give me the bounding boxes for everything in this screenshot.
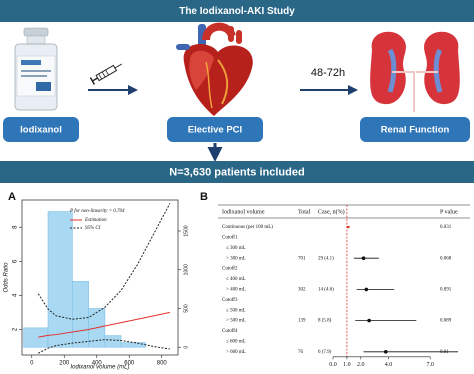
histogram-bar — [72, 281, 89, 348]
x-tick-label: 7.0 — [426, 362, 434, 368]
column-header: Total — [298, 209, 311, 215]
histogram-bar — [120, 342, 146, 348]
x-tick-label: 600 — [124, 361, 135, 367]
ci-upper-line — [37, 203, 171, 320]
histogram-bar — [23, 327, 49, 348]
column-header: Iodixanol volume — [222, 209, 265, 215]
table-cell: 0.01 — [440, 350, 449, 355]
column-header: P value — [440, 209, 458, 215]
header-title: The Iodixanol-AKI Study — [179, 6, 295, 17]
heart-icon — [176, 22, 253, 116]
plot-frame — [21, 199, 179, 356]
header-bar — [0, 0, 474, 22]
x-tick-label: 200 — [59, 361, 70, 367]
point-estimate — [346, 225, 350, 229]
x-tick-label: 2.0 — [357, 362, 365, 368]
table-cell: Cutoff3 — [222, 298, 238, 303]
table-cell: > 500 mL — [226, 319, 246, 324]
panel-label: B — [200, 191, 208, 203]
table-cell: 0.091 — [440, 288, 452, 293]
table-cell: 8 (5.8) — [318, 319, 332, 324]
step-box — [3, 117, 79, 142]
point-estimate — [361, 256, 366, 261]
legend-label: Estimation — [84, 218, 107, 223]
table-cell: Cutoff4 — [222, 329, 238, 334]
y-tick-label: 6 — [13, 259, 19, 263]
y-tick-label: 4 — [13, 293, 19, 297]
table-cell: ≤ 500 mL — [226, 308, 246, 313]
y2-tick-label: 1000 — [183, 264, 189, 275]
table-cell: 139 — [298, 319, 306, 324]
interval-label: 48-72h — [311, 67, 345, 79]
table-cell: 76 — [298, 350, 304, 355]
table-cell: ≤ 400 mL — [226, 277, 246, 282]
y2-tick-label: 1500 — [183, 225, 189, 236]
step-box — [167, 117, 263, 142]
table-cell: 29 (4.1) — [318, 256, 334, 261]
table-cell: Continuous (per 100 mL) — [222, 225, 273, 230]
y2-tick-label: 500 — [183, 304, 189, 313]
x-tick-label: 4.0 — [385, 362, 393, 368]
panel-label: A — [8, 191, 16, 203]
estimate-line — [38, 311, 170, 338]
step-label: Elective PCI — [188, 125, 242, 136]
table-cell: 6 (7.9) — [318, 350, 332, 355]
y-tick-label: 2 — [13, 327, 19, 331]
kidney-icon — [370, 31, 460, 112]
table-cell: > 400 mL — [226, 288, 246, 293]
table-cell: ≤ 300 mL — [226, 246, 246, 251]
point-estimate — [367, 318, 371, 323]
step-label: Renal Function — [381, 125, 450, 136]
table-cell: > 600 mL — [226, 350, 246, 355]
x-tick-label: 0 — [30, 361, 34, 367]
table-cell: Cutoff2 — [222, 267, 238, 272]
table-cell: 0.031 — [440, 225, 452, 230]
vial-icon — [14, 27, 58, 111]
table-cell: 0.089 — [440, 319, 452, 324]
x-tick-label: 800 — [157, 361, 168, 367]
x-tick-label: 1.0 — [343, 362, 351, 368]
point-estimate — [383, 350, 388, 354]
table-cell: 701 — [298, 256, 306, 261]
table-cell: 14 (4.6) — [318, 288, 334, 293]
legend-label: 95% CI — [85, 226, 101, 231]
table-cell: 302 — [298, 288, 306, 293]
histogram-bar — [104, 335, 122, 348]
histogram-bar — [47, 211, 73, 348]
table-cell: > 300 mL — [226, 256, 246, 261]
cohort-label: N=3,630 patients included — [169, 166, 304, 178]
syringe-icon — [89, 63, 123, 85]
point-estimate — [364, 287, 369, 292]
annotation: P for non-linearity = 0.704 — [69, 209, 125, 214]
y2-tick-label: 0 — [183, 346, 189, 349]
ci-lower-line — [38, 339, 170, 354]
x-tick-label: 400 — [92, 361, 103, 367]
cohort-bar — [0, 161, 474, 183]
column-header: Case, n(%) — [318, 208, 345, 215]
table-cell: 0.068 — [440, 256, 452, 261]
table-cell: ≤ 600 mL — [226, 340, 246, 345]
x-tick-label: 0.0 — [329, 362, 337, 368]
table-cell: Cutoff1 — [222, 236, 238, 241]
y-axis-label: Odds Ratio — [4, 262, 10, 293]
step-label: Iodixanol — [20, 125, 62, 136]
x-axis-label: Iodixanol volume (mL) — [70, 365, 129, 371]
step-box — [360, 117, 470, 142]
y-tick-label: 8 — [13, 225, 19, 229]
